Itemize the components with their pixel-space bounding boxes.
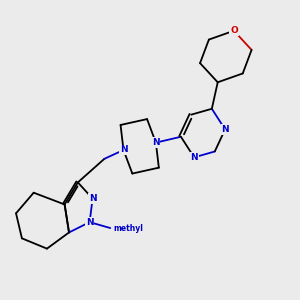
Text: N: N [120, 146, 127, 154]
Text: N: N [221, 125, 229, 134]
Text: N: N [89, 194, 96, 203]
Text: N: N [152, 138, 160, 147]
Text: O: O [230, 26, 238, 35]
Text: N: N [190, 153, 198, 162]
Text: N: N [86, 218, 94, 226]
Text: methyl: methyl [113, 224, 143, 232]
